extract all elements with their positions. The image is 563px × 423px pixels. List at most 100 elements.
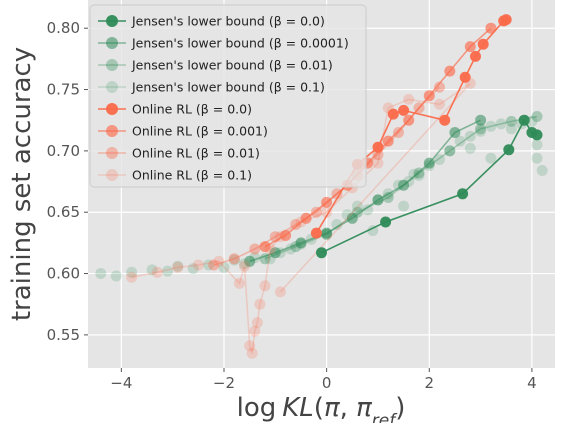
y-tick-label: 0.65 <box>47 203 80 221</box>
legend-entry: Online RL (β = 0.0) <box>98 102 252 117</box>
data-point <box>372 194 384 206</box>
data-point <box>449 127 461 138</box>
data-point <box>475 114 487 126</box>
data-point <box>398 179 410 191</box>
data-point <box>372 141 384 153</box>
data-point <box>233 277 245 289</box>
data-point <box>172 260 184 272</box>
data-point <box>470 50 481 62</box>
data-point <box>244 340 256 352</box>
data-point <box>485 120 497 132</box>
legend-label: Jensen's lower bound (β = 0.0001) <box>131 36 349 51</box>
x-tick-label: −2 <box>213 374 235 392</box>
data-point <box>503 144 515 156</box>
data-point <box>126 271 138 283</box>
legend-marker <box>106 81 118 93</box>
data-point <box>213 255 225 267</box>
data-point <box>146 264 158 276</box>
data-point <box>249 325 261 337</box>
legend-marker <box>106 147 118 159</box>
legend-marker <box>106 59 118 71</box>
legend-label: Online RL (β = 0.1) <box>132 168 252 183</box>
data-point <box>393 127 404 138</box>
data-point <box>228 253 240 265</box>
data-point <box>531 139 543 151</box>
data-point <box>434 81 445 93</box>
legend-entry: Jensen's lower bound (β = 0.01) <box>98 58 333 73</box>
series-1 <box>244 114 487 267</box>
data-point <box>531 111 543 122</box>
data-point <box>505 115 517 127</box>
ticks: −4 −2 0 2 4 0.55 0.60 0.65 0.70 0.75 0.80 <box>47 19 537 392</box>
series-7 <box>126 77 476 359</box>
data-point <box>316 247 327 259</box>
legend-entry: Jensen's lower bound (β = 0.0001) <box>98 36 349 51</box>
y-axis-label: training set accuracy <box>7 47 37 321</box>
data-point <box>444 145 456 157</box>
x-axis-label: log KL(π, πref) <box>237 393 406 423</box>
x-tick-label: −4 <box>110 374 132 392</box>
data-point <box>423 90 435 102</box>
data-point <box>151 266 163 278</box>
data-point <box>367 225 379 237</box>
legend-marker <box>106 15 118 27</box>
data-point <box>251 317 263 329</box>
data-point <box>464 142 476 154</box>
series-line <box>131 82 471 354</box>
legend-label: Jensen's lower bound (β = 0.1) <box>131 80 325 95</box>
data-point <box>203 259 215 271</box>
legend-entry: Jensen's lower bound (β = 0.1) <box>98 80 325 95</box>
data-point <box>228 254 240 266</box>
data-point <box>403 114 415 126</box>
data-point <box>244 255 256 267</box>
data-point <box>239 260 250 272</box>
legend-entry: Online RL (β = 0.01) <box>98 146 260 161</box>
data-point <box>295 237 307 249</box>
legend-label: Jensen's lower bound (β = 0.0) <box>131 14 325 29</box>
data-point <box>459 71 471 83</box>
data-point <box>362 204 374 216</box>
series-6 <box>208 81 445 271</box>
data-point <box>403 93 415 105</box>
data-point <box>500 14 512 26</box>
y-tick-label: 0.55 <box>47 326 80 344</box>
legend-box <box>89 4 367 188</box>
data-point <box>398 200 410 212</box>
data-point <box>331 219 343 230</box>
data-point <box>477 38 489 50</box>
data-point <box>246 347 258 359</box>
y-tick-label: 0.80 <box>47 19 80 37</box>
data-point <box>444 145 456 157</box>
data-point <box>398 104 410 116</box>
x-tick-label: 4 <box>527 374 537 392</box>
data-point <box>346 212 358 224</box>
y-tick-label: 0.60 <box>47 265 80 283</box>
data-point <box>280 230 292 241</box>
y-tick-label: 0.70 <box>47 142 80 160</box>
data-point <box>536 165 548 176</box>
data-point <box>457 188 469 200</box>
data-point <box>475 123 487 135</box>
series-line <box>249 119 481 263</box>
data-point <box>439 114 451 126</box>
data-point <box>321 196 333 208</box>
data-point <box>495 118 507 130</box>
series-0 <box>316 114 543 259</box>
data-point <box>126 266 138 278</box>
legend-entry: Online RL (β = 0.001) <box>98 124 268 139</box>
data-point <box>162 265 173 277</box>
data-point <box>321 206 333 218</box>
data-point <box>434 154 445 165</box>
data-point <box>321 227 333 239</box>
data-point <box>172 261 184 273</box>
series-layer <box>95 14 548 359</box>
legend-marker <box>106 169 118 181</box>
x-tick-label: 2 <box>424 374 434 392</box>
legend-label: Jensen's lower bound (β = 0.01) <box>131 58 333 73</box>
data-point <box>382 135 394 147</box>
legend-label: Online RL (β = 0.001) <box>132 124 268 139</box>
data-point <box>310 206 322 218</box>
data-point <box>454 135 466 147</box>
data-point <box>274 286 286 298</box>
